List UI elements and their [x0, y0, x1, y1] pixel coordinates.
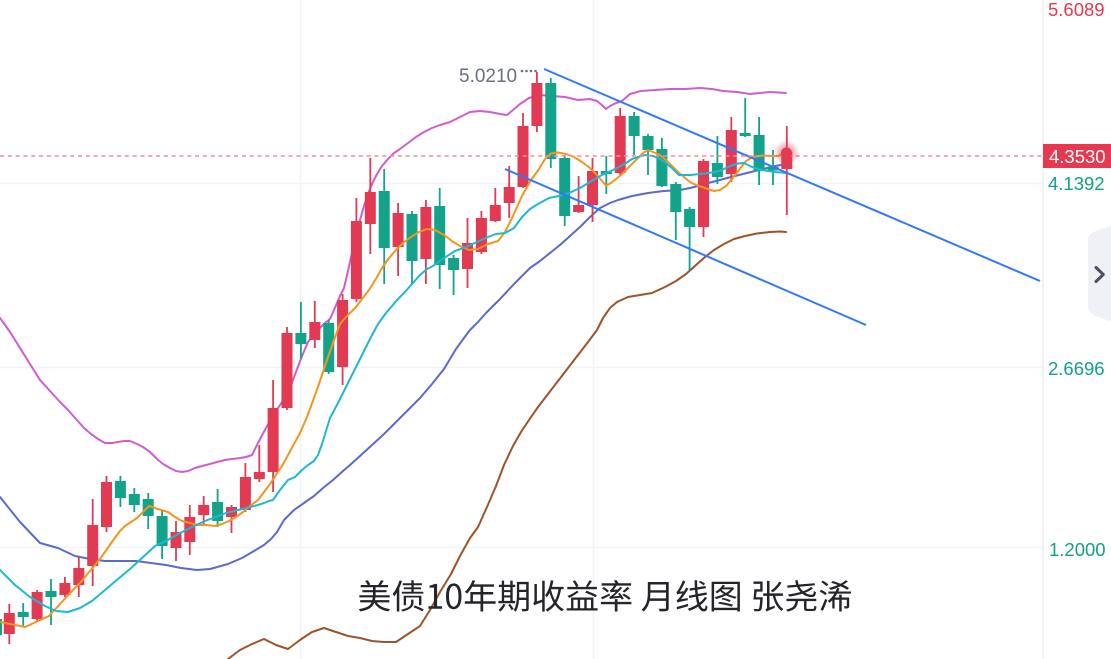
- svg-text:4.1392: 4.1392: [1048, 173, 1105, 194]
- svg-text:5.6089: 5.6089: [1048, 0, 1105, 20]
- svg-text:2.6696: 2.6696: [1048, 358, 1105, 379]
- svg-text:1.2000: 1.2000: [1049, 539, 1106, 560]
- svg-text:4.3530: 4.3530: [1049, 146, 1106, 167]
- svg-text:5.0210: 5.0210: [459, 66, 517, 87]
